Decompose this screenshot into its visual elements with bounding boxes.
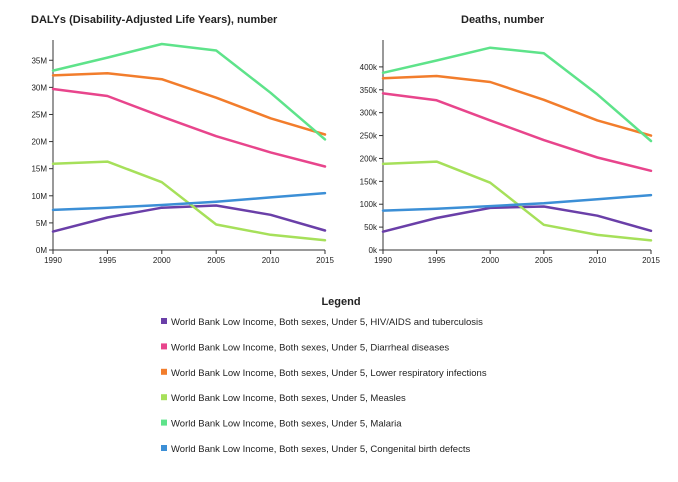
legend-label: World Bank Low Income, Both sexes, Under… [171,419,402,430]
series-line-3 [381,74,653,137]
y-tick-label: 50k [364,223,378,232]
series-line-1 [381,205,653,233]
x-tick-label: 2005 [535,256,553,265]
y-tick-label: 0k [369,246,378,255]
legend-label: World Bank Low Income, Both sexes, Under… [171,342,449,353]
y-tick-label: 200k [360,154,378,163]
series-line-3 [51,72,327,136]
y-tick-label: 400k [360,63,378,72]
legend-swatch [161,445,167,451]
legend-swatch [161,419,167,426]
x-tick-label: 2015 [642,256,660,265]
chart-panel-2: Deaths, number 0k 50k 100k 150k 200k 250k 300k 3… [360,14,661,265]
chart-panel-1: DALYs (Disability-Adjusted Life Years), … [31,14,334,265]
y-tick-label: 25M [31,110,47,119]
series-line-5 [381,46,653,143]
x-tick-label: 1995 [428,256,446,265]
y-tick-label: 20M [31,138,47,147]
legend-swatch [161,394,167,401]
y-tick-label: 5M [36,219,47,228]
y-tick-label: 0M [36,246,47,255]
series-line-6 [381,193,653,212]
x-tick-label: 2010 [589,256,607,265]
series-line-6 [51,191,327,212]
series-line-4 [381,160,653,242]
y-tick-label: 35M [31,56,47,65]
y-tick-label: 10M [31,192,47,201]
chart-title: Deaths, number [461,14,545,26]
x-tick-label: 1995 [99,256,117,265]
chart-title: DALYs (Disability-Adjusted Life Years), … [31,14,278,26]
series-line-1 [51,204,327,233]
legend-item: World Bank Low Income, Both sexes, Under… [161,342,449,353]
legend-label: World Bank Low Income, Both sexes, Under… [171,444,470,455]
legend-item: World Bank Low Income, Both sexes, Under… [161,419,402,430]
y-tick-label: 250k [360,132,378,141]
legend-title: Legend [321,296,360,308]
x-tick-label: 1990 [374,256,392,265]
y-tick-label: 350k [360,86,378,95]
y-tick-label: 150k [360,177,378,186]
series-line-5 [51,42,327,141]
x-tick-label: 2015 [316,256,334,265]
x-tick-label: 2000 [481,256,499,265]
legend-swatch [161,318,167,324]
legend: Legend World Bank Low Income, Both sexes,… [161,296,487,455]
legend-item: World Bank Low Income, Both sexes, Under… [161,444,470,455]
series-line-2 [51,87,327,168]
legend-label: World Bank Low Income, Both sexes, Under… [171,393,406,404]
legend-item: World Bank Low Income, Both sexes, Under… [161,368,487,379]
x-tick-label: 1990 [44,256,62,265]
x-tick-label: 2005 [207,256,225,265]
x-tick-label: 2010 [262,256,280,265]
y-tick-label: 30M [31,83,47,92]
legend-item: World Bank Low Income, Both sexes, Under… [161,317,483,328]
legend-item: World Bank Low Income, Both sexes, Under… [161,393,406,404]
legend-swatch [161,343,167,350]
legend-swatch [161,368,167,375]
legend-label: World Bank Low Income, Both sexes, Under… [171,317,483,328]
y-tick-label: 15M [31,165,47,174]
legend-label: World Bank Low Income, Both sexes, Under… [171,368,487,379]
series-line-2 [381,92,653,173]
y-tick-label: 300k [360,109,378,118]
y-tick-label: 100k [360,200,378,209]
x-tick-label: 2000 [153,256,171,265]
series-line-4 [51,160,327,242]
